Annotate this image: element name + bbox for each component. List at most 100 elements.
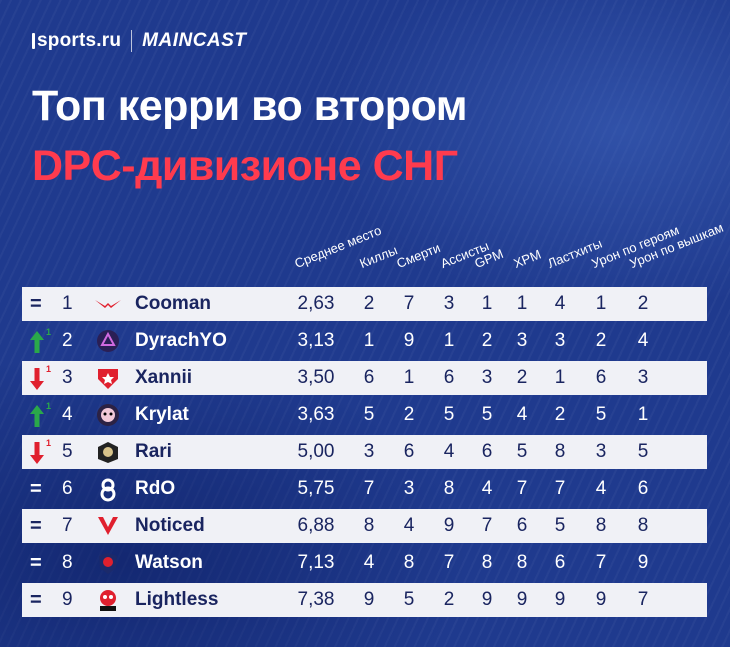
stat-rank: 7: [516, 478, 528, 499]
maincast-logo: MAINCAST: [142, 30, 247, 51]
table-row: = 6 RdO 5,75 7 3 8 4 7 7 4 6: [22, 472, 707, 506]
table-row: 1 2 DyrachYO 3,13 1 9 1 2 3 3 2 4: [22, 324, 707, 358]
rank-number: 7: [62, 515, 73, 536]
stat-rank: 2: [403, 404, 415, 425]
position-change-count: 1: [46, 364, 52, 374]
stat-rank: 5: [554, 515, 566, 536]
title-line-1: Топ керри во втором: [32, 82, 468, 130]
position-unchanged-marker: =: [30, 515, 42, 537]
average-place: 3,13: [297, 330, 335, 351]
arrow-down-icon: [30, 442, 44, 464]
player-name: Lightless: [135, 589, 219, 610]
logo-divider: [131, 30, 133, 52]
position-change-count: 1: [46, 327, 52, 337]
stat-rank: 1: [443, 330, 455, 351]
stat-rank: 4: [481, 478, 493, 499]
stat-rank: 8: [481, 552, 493, 573]
stat-rank: 1: [554, 367, 566, 388]
average-place: 7,13: [297, 552, 335, 573]
stat-rank: 6: [595, 367, 607, 388]
stat-rank: 1: [403, 367, 415, 388]
stat-rank: 9: [595, 589, 607, 610]
stat-rank: 6: [363, 367, 375, 388]
stat-rank: 7: [554, 478, 566, 499]
stat-rank: 4: [403, 515, 415, 536]
stat-rank: 6: [554, 552, 566, 573]
stat-rank: 6: [403, 441, 415, 462]
stat-rank: 8: [403, 552, 415, 573]
position-change-count: 1: [46, 401, 52, 411]
average-place: 2,63: [297, 293, 335, 314]
rank-number: 2: [62, 330, 73, 351]
rank-number: 5: [62, 441, 73, 462]
noticed-team-logo: [98, 517, 118, 535]
stat-rank: 9: [481, 589, 493, 610]
title-line-2: DPC-дивизионе СНГ: [32, 142, 458, 190]
rank-number: 4: [62, 404, 73, 425]
stat-rank: 8: [554, 441, 566, 462]
stat-rank: 2: [554, 404, 566, 425]
stat-rank: 4: [363, 552, 375, 573]
stat-rank: 9: [443, 515, 455, 536]
stat-rank: 3: [481, 367, 493, 388]
stat-rank: 8: [443, 478, 455, 499]
stat-rank: 7: [595, 552, 607, 573]
stat-rank: 1: [637, 404, 649, 425]
position-unchanged-marker: =: [30, 589, 42, 611]
watson-team-logo: [99, 553, 117, 574]
stat-rank: 7: [363, 478, 375, 499]
stat-rank: 9: [403, 330, 415, 351]
column-header: Киллы: [357, 242, 400, 271]
player-name: Watson: [135, 552, 203, 573]
stat-rank: 2: [516, 367, 528, 388]
stat-rank: 5: [443, 404, 455, 425]
table-row: 1 3 Xannii 3,50 6 1 6 3 2 1 6 3: [22, 361, 707, 395]
krylat-team-logo: [97, 404, 119, 426]
stat-rank: 4: [554, 293, 566, 314]
stat-rank: 4: [516, 404, 528, 425]
stat-rank: 4: [637, 330, 649, 351]
table-row: = 7 Noticed 6,88 8 4 9 7 6 5 8 8: [22, 509, 707, 543]
stat-rank: 3: [637, 367, 649, 388]
average-place: 3,50: [297, 367, 335, 388]
stat-rank: 8: [516, 552, 528, 573]
stat-rank: 5: [637, 441, 649, 462]
stat-rank: 7: [481, 515, 493, 536]
dyrachyo-team-logo: [97, 330, 119, 352]
stat-rank: 1: [481, 293, 493, 314]
stat-rank: 8: [637, 515, 649, 536]
average-place: 3,63: [297, 404, 335, 425]
lightless-team-logo: [100, 590, 116, 611]
rank-number: 9: [62, 589, 73, 610]
stat-rank: 3: [403, 478, 415, 499]
stat-rank: 4: [595, 478, 607, 499]
stat-rank: 6: [443, 367, 455, 388]
stat-rank: 5: [516, 441, 528, 462]
table-row: = 9 Lightless 7,38 9 5 2 9 9 9 9 7: [22, 583, 707, 617]
stat-rank: 5: [403, 589, 415, 610]
xannii-team-logo: [98, 369, 118, 389]
stat-rank: 9: [554, 589, 566, 610]
stat-rank: 2: [637, 293, 649, 314]
brand-logos: sports.ru MAINCAST: [32, 30, 246, 52]
stat-rank: 7: [403, 293, 415, 314]
table-row: = 8 Watson 7,13 4 8 7 8 8 6 7 9: [22, 546, 707, 580]
stat-rank: 9: [637, 552, 649, 573]
position-unchanged-marker: =: [30, 552, 42, 574]
stat-rank: 1: [516, 293, 528, 314]
stat-rank: 3: [554, 330, 566, 351]
rdo-team-logo: [100, 478, 116, 502]
position-unchanged-marker: =: [30, 478, 42, 500]
stat-rank: 6: [481, 441, 493, 462]
stat-rank: 3: [595, 441, 607, 462]
stat-rank: 9: [516, 589, 528, 610]
stat-rank: 5: [595, 404, 607, 425]
average-place: 5,75: [297, 478, 335, 499]
stat-rank: 3: [363, 441, 375, 462]
arrow-up-icon: [30, 331, 44, 353]
stat-rank: 2: [481, 330, 493, 351]
table-row: 1 4 Krylat 3,63 5 2 5 5 4 2 5 1: [22, 398, 707, 432]
stat-rank: 1: [363, 330, 375, 351]
table-row: 1 5 Rari 5,00 3 6 4 6 5 8 3 5: [22, 435, 707, 469]
stat-rank: 7: [637, 589, 649, 610]
